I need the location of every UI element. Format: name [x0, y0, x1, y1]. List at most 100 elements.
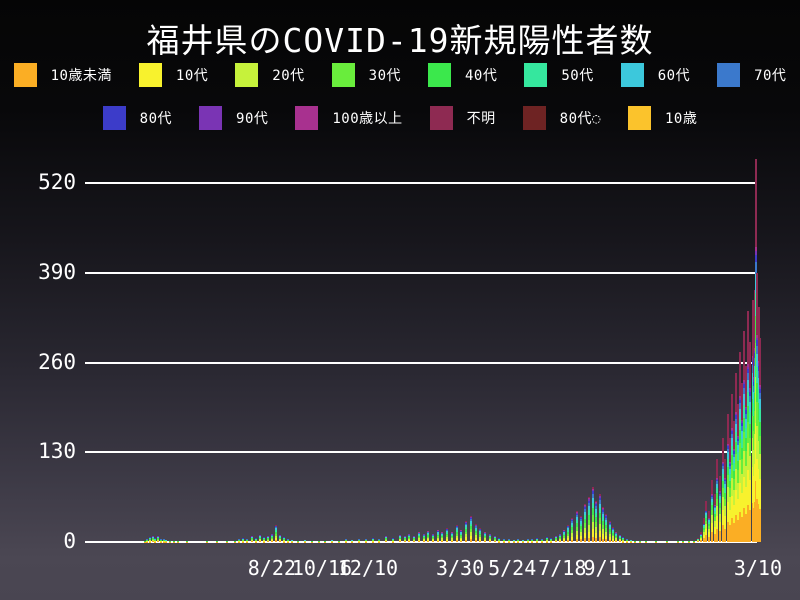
stacked-bar: [460, 530, 463, 542]
bar-segment: [555, 538, 558, 540]
bar-segment: [583, 527, 586, 534]
stacked-bar: [484, 532, 487, 542]
bar-segment: [403, 540, 406, 542]
stacked-bar: [702, 518, 705, 542]
gridline: [85, 271, 757, 274]
bar-segment: [756, 345, 759, 354]
bar-segment: [427, 532, 430, 534]
stacked-bar: [498, 538, 501, 542]
bar-segment: [555, 537, 558, 539]
bar-segment: [601, 517, 604, 521]
bar-segment: [601, 511, 604, 515]
bar-segment: [398, 537, 401, 538]
bar-segment: [583, 511, 586, 516]
bar-segment: [756, 367, 759, 384]
bar-segment: [751, 358, 754, 361]
bar-segment: [713, 506, 716, 508]
bar-segment: [702, 524, 705, 526]
bar-segment: [469, 523, 472, 527]
bar-segment: [591, 529, 594, 537]
bar-segment: [274, 540, 277, 542]
bar-segment: [716, 459, 719, 479]
bar-segment: [270, 535, 273, 537]
legend-label: 不明: [466, 111, 496, 127]
bar-segment: [408, 539, 411, 541]
bar-segment: [608, 521, 611, 522]
stacked-bar: [693, 541, 696, 542]
bar-segment: [708, 511, 711, 519]
stacked-bar: [398, 535, 401, 542]
bar-segment: [465, 525, 468, 528]
bar-segment: [612, 538, 615, 541]
bar-segment: [575, 515, 578, 518]
bar-segment: [745, 513, 748, 542]
y-axis-tick-label: 130: [38, 439, 76, 464]
bar-segment: [743, 388, 746, 395]
stacked-bar: [682, 541, 685, 542]
bar-segment: [583, 508, 586, 512]
stacked-bar: [595, 501, 598, 542]
bar-segment: [745, 408, 748, 411]
bar-segment: [598, 500, 601, 504]
stacked-bar: [756, 273, 759, 542]
bar-segment: [417, 537, 420, 539]
bar-segment: [550, 541, 553, 542]
bar-segment: [605, 535, 608, 540]
bar-segment: [427, 539, 430, 541]
bar-segment: [710, 515, 713, 523]
gridline: [85, 451, 757, 454]
bar-segment: [724, 483, 727, 489]
bar-segment: [479, 538, 482, 541]
stacked-bar: [474, 524, 477, 542]
bar-segment: [469, 516, 472, 518]
stacked-bar: [446, 528, 449, 542]
bar-segment: [555, 541, 558, 542]
bar-segment: [739, 483, 742, 512]
stacked-bar: [246, 539, 249, 542]
bar-segment: [148, 538, 151, 540]
bar-segment: [605, 516, 608, 518]
bar-segment: [563, 536, 566, 538]
bar-segment: [427, 534, 430, 536]
bar-segment: [724, 493, 727, 499]
bar-segment: [460, 539, 463, 541]
bar-segment: [270, 541, 273, 542]
bar-segment: [737, 435, 740, 438]
stacked-bar: [408, 534, 411, 542]
bar-segment: [757, 363, 760, 366]
y-axis-tick-label: 520: [38, 170, 76, 194]
bar-segment: [731, 428, 734, 430]
bar-segment: [727, 502, 730, 522]
bar-segment: [465, 522, 468, 524]
stacked-bar: [493, 536, 496, 542]
bar-segment: [431, 535, 434, 537]
stacked-bar: [304, 540, 307, 542]
bar-segment: [469, 519, 472, 522]
bar-segment: [721, 487, 724, 498]
stacked-bar: [159, 539, 162, 542]
bar-segment: [266, 538, 269, 540]
bar-segment: [446, 538, 449, 541]
bar-segment: [598, 507, 601, 513]
bar-segment: [729, 438, 732, 463]
bar-segment: [605, 522, 608, 525]
bar-segment: [739, 429, 742, 444]
legend-swatch: [235, 63, 259, 87]
bar-segment: [469, 518, 472, 520]
bar-segment: [727, 486, 730, 503]
bar-segment: [752, 377, 755, 380]
bar-segment: [608, 537, 611, 540]
bar-segment: [422, 540, 425, 542]
bar-segment: [737, 438, 740, 442]
bar-segment: [605, 524, 608, 529]
stacked-bar: [162, 539, 165, 542]
bar-segment: [474, 526, 477, 528]
bar-segment: [749, 388, 752, 390]
bar-segment: [754, 251, 757, 255]
bar-segment: [756, 498, 759, 542]
bar-segment: [745, 427, 748, 439]
stacked-bar: [226, 541, 229, 542]
bar-segment: [733, 463, 736, 471]
bar-segment: [713, 517, 716, 522]
bar-segment: [747, 311, 750, 365]
